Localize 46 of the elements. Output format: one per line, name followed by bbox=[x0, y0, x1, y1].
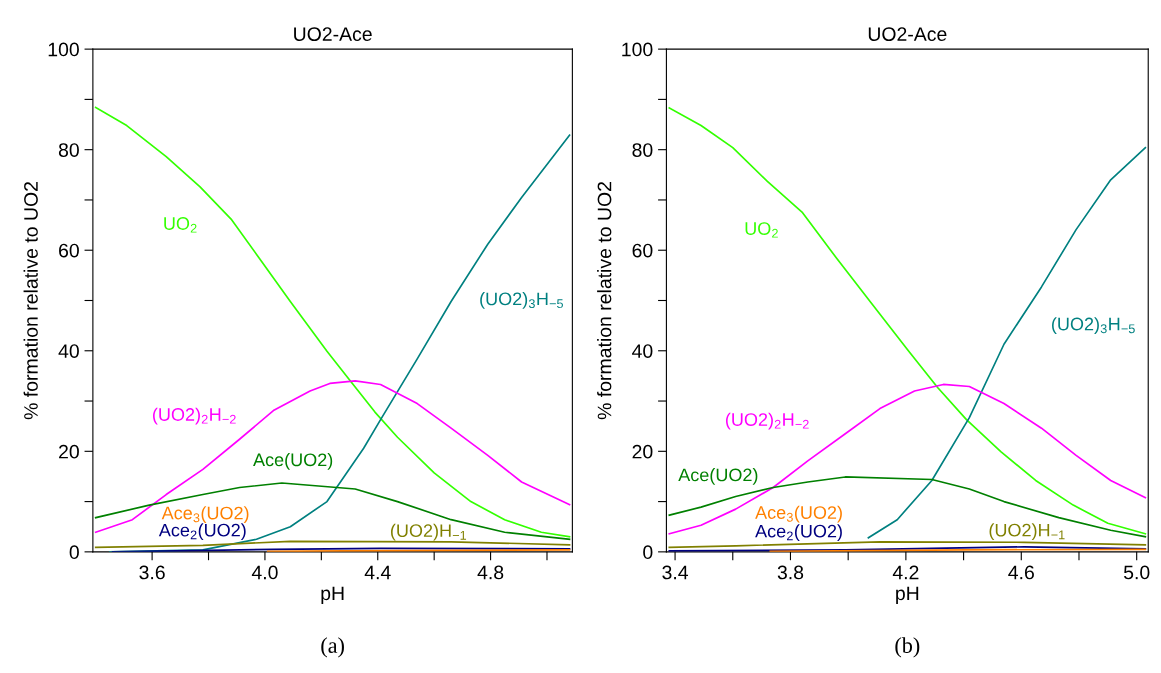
y-tick-label: 0 bbox=[643, 545, 653, 560]
y-tick-label: 20 bbox=[59, 444, 79, 459]
y-tick-label: 100 bbox=[622, 42, 653, 57]
x-tick-label: 5.0 bbox=[1123, 565, 1150, 580]
x-axis-title: pH bbox=[896, 586, 919, 605]
x-tick-label: 3.4 bbox=[662, 565, 689, 580]
text: (a) bbox=[321, 637, 344, 658]
series-label: (UO2)$_{2}$H$_{−2}$ bbox=[153, 407, 236, 425]
series-label: (UO2)H$_{−1}$ bbox=[391, 523, 467, 541]
series-label: (UO2)$_{3}$H$_{−5}$ bbox=[480, 292, 563, 309]
y-tick-label: 0 bbox=[69, 545, 79, 560]
series-label: Ace(UO2) bbox=[253, 452, 333, 470]
series-label: Ace$_{3}$(UO2) bbox=[161, 506, 249, 523]
series-label: Ace$_{2}$(UO2) bbox=[755, 524, 842, 542]
x-tick-label: 3.8 bbox=[777, 565, 804, 580]
y-tick-label: 20 bbox=[632, 444, 653, 459]
line-series bbox=[867, 146, 1147, 539]
y-tick-label: 40 bbox=[632, 344, 653, 358]
y-tick-label: 60 bbox=[632, 243, 653, 258]
series-label: (UO2)H$_{−1}$ bbox=[989, 523, 1065, 541]
x-tick-label: 4.4 bbox=[364, 565, 391, 580]
text: (b) bbox=[895, 637, 920, 658]
y-axis-title: % formation relative to UO2 bbox=[597, 182, 612, 420]
chart-title: UO2-Ace bbox=[294, 27, 372, 41]
y-tick-label: 40 bbox=[58, 344, 79, 358]
x-tick-label: 4.8 bbox=[477, 565, 504, 580]
series-label: Ace$_{3}$(UO2) bbox=[755, 505, 842, 523]
x-axis-title: pH bbox=[321, 586, 344, 605]
x-tick-label: 4.6 bbox=[1008, 565, 1034, 580]
series-label: UO$_{2}$ bbox=[164, 217, 197, 233]
line-series bbox=[94, 482, 571, 541]
x-tick-label: 3.6 bbox=[139, 565, 165, 580]
x-tick-label: 4.2 bbox=[892, 565, 919, 580]
series-label: UO$_{2}$ bbox=[745, 222, 778, 238]
series-label: (UO2)$_{3}$H$_{−5}$ bbox=[1052, 317, 1135, 334]
series-label: Ace(UO2) bbox=[678, 468, 758, 485]
series-label: Ace$_{2}$(UO2) bbox=[158, 523, 246, 541]
y-tick-label: 100 bbox=[48, 42, 79, 57]
chart-title: UO2-Ace bbox=[868, 27, 947, 41]
y-tick-label: 80 bbox=[632, 143, 653, 157]
y-tick-label: 80 bbox=[58, 143, 79, 157]
y-axis-title: % formation relative to UO2 bbox=[23, 182, 38, 420]
series-label: (UO2)$_{2}$H$_{−2}$ bbox=[725, 412, 809, 430]
y-tick-label: 60 bbox=[59, 243, 79, 258]
line-series bbox=[94, 540, 571, 549]
x-tick-label: 4.0 bbox=[251, 565, 278, 580]
